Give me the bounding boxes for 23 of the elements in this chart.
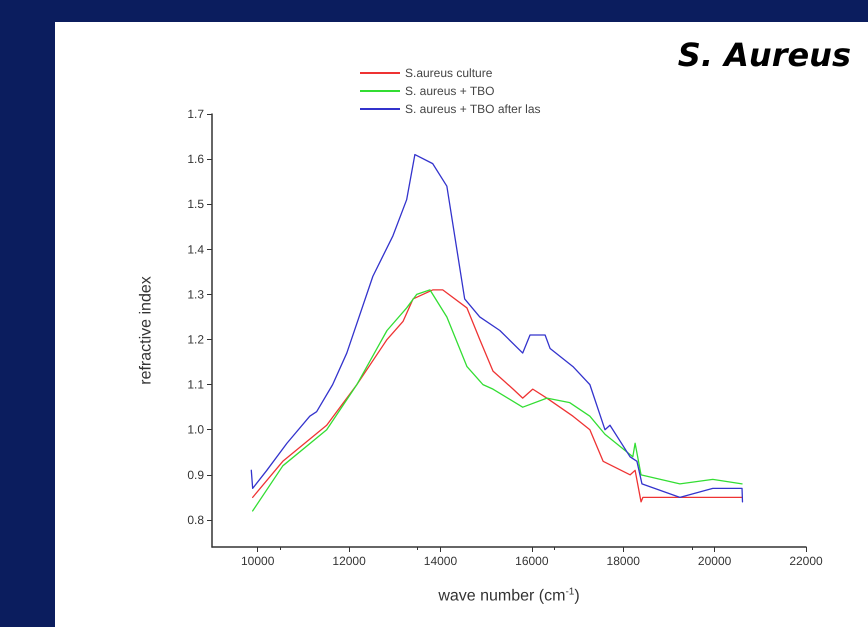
x-tick-label: 20000 bbox=[698, 554, 732, 568]
y-tick-label: 1.7 bbox=[187, 107, 204, 121]
y-tick-label: 0.8 bbox=[187, 512, 204, 527]
x-tick-label: 22000 bbox=[789, 554, 824, 568]
legend-label: S.aureus culture bbox=[405, 66, 493, 80]
chart-title: S. Aureus bbox=[678, 36, 851, 74]
line-series bbox=[250, 154, 744, 503]
x-tick-label: 14000 bbox=[424, 554, 458, 568]
y-axis-title: refractive index bbox=[138, 276, 154, 385]
legend-label: S. aureus + TBO bbox=[405, 84, 494, 98]
y-tick-label: 1.3 bbox=[187, 287, 204, 302]
y-tick-label: 1.4 bbox=[187, 242, 204, 256]
y-tick-label: 1.2 bbox=[187, 332, 204, 347]
y-tick-label: 1.1 bbox=[187, 378, 204, 392]
x-tick-label: 16000 bbox=[515, 554, 549, 568]
x-tick-label: 10000 bbox=[241, 554, 275, 568]
y-tick-label: 1.5 bbox=[187, 197, 204, 212]
y-tick-label: 1.6 bbox=[187, 152, 204, 166]
x-tick-label: 18000 bbox=[606, 554, 640, 568]
y-tick-label: 0.9 bbox=[187, 468, 204, 482]
x-tick-label: 12000 bbox=[332, 554, 366, 568]
y-tick-label: 1.0 bbox=[187, 422, 204, 437]
legend-label: S. aureus + TBO after las bbox=[405, 102, 541, 116]
